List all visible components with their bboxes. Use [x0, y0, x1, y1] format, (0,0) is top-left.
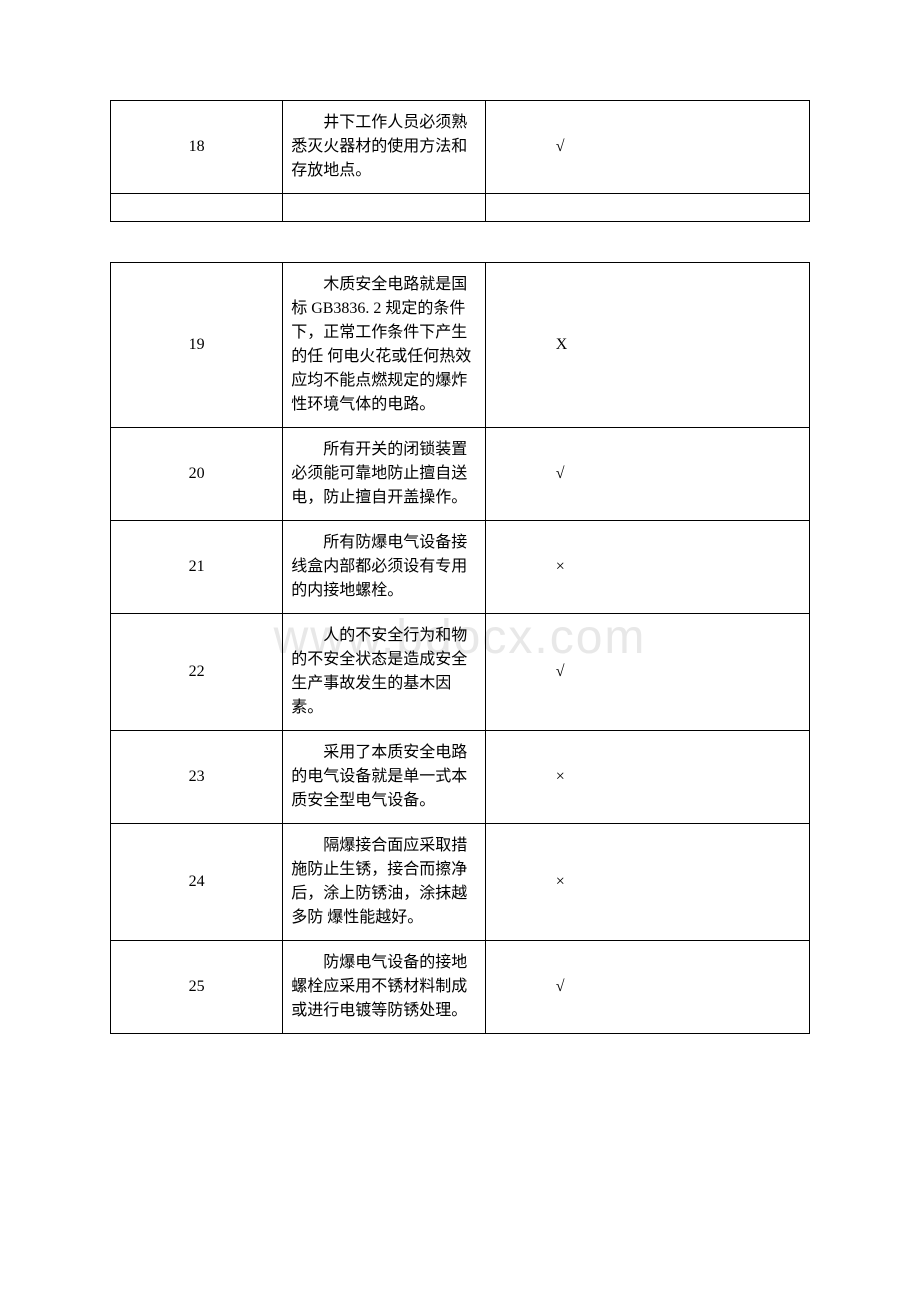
- row-number: 23: [111, 731, 283, 824]
- row-content: 防爆电气设备的接地螺栓应采用不锈材料制成或进行电镀等防锈处理。: [283, 941, 486, 1034]
- row-content: 隔爆接合面应采取措施防止生锈，接合而擦净后，涂上防锈油，涂抹越多防 爆性能越好。: [283, 824, 486, 941]
- row-answer: X: [485, 263, 809, 428]
- table-2-body: 19 木质安全电路就是国标 GB3836. 2 规定的条件下，正常工作条件下产生…: [111, 263, 810, 1034]
- row-answer: √: [485, 101, 809, 194]
- table-2: 19 木质安全电路就是国标 GB3836. 2 规定的条件下，正常工作条件下产生…: [110, 262, 810, 1034]
- row-answer: √: [485, 614, 809, 731]
- row-number: 22: [111, 614, 283, 731]
- row-number: 24: [111, 824, 283, 941]
- table-1: 18 井下工作人员必须熟悉灭火器材的使用方法和存放地点。√: [110, 100, 810, 222]
- row-answer: √: [485, 941, 809, 1034]
- empty-cell: [283, 194, 486, 222]
- table-row: 23 采用了本质安全电路的电气设备就是单一式本质安全型电气设备。×: [111, 731, 810, 824]
- table-row: 22 人的不安全行为和物的不安全状态是造成安全生产事故发生的基木因素。√: [111, 614, 810, 731]
- row-answer: ×: [485, 824, 809, 941]
- table-row-empty: [111, 194, 810, 222]
- table-row: 19 木质安全电路就是国标 GB3836. 2 规定的条件下，正常工作条件下产生…: [111, 263, 810, 428]
- empty-cell: [485, 194, 809, 222]
- table-row: 18 井下工作人员必须熟悉灭火器材的使用方法和存放地点。√: [111, 101, 810, 194]
- row-number: 18: [111, 101, 283, 194]
- row-content: 采用了本质安全电路的电气设备就是单一式本质安全型电气设备。: [283, 731, 486, 824]
- row-content: 井下工作人员必须熟悉灭火器材的使用方法和存放地点。: [283, 101, 486, 194]
- row-content: 木质安全电路就是国标 GB3836. 2 规定的条件下，正常工作条件下产生的任 …: [283, 263, 486, 428]
- table-row: 21 所有防爆电气设备接线盒内部都必须设有专用的内接地螺栓。×: [111, 521, 810, 614]
- table-row: 24 隔爆接合面应采取措施防止生锈，接合而擦净后，涂上防锈油，涂抹越多防 爆性能…: [111, 824, 810, 941]
- row-number: 19: [111, 263, 283, 428]
- row-content: 人的不安全行为和物的不安全状态是造成安全生产事故发生的基木因素。: [283, 614, 486, 731]
- row-answer: √: [485, 428, 809, 521]
- row-number: 20: [111, 428, 283, 521]
- row-content: 所有防爆电气设备接线盒内部都必须设有专用的内接地螺栓。: [283, 521, 486, 614]
- row-number: 25: [111, 941, 283, 1034]
- table-gap: [110, 222, 810, 262]
- row-answer: ×: [485, 731, 809, 824]
- table-1-body: 18 井下工作人员必须熟悉灭火器材的使用方法和存放地点。√: [111, 101, 810, 222]
- table-row: 25 防爆电气设备的接地螺栓应采用不锈材料制成或进行电镀等防锈处理。√: [111, 941, 810, 1034]
- row-answer: ×: [485, 521, 809, 614]
- table-row: 20 所有开关的闭锁装置必须能可靠地防止擅自送电，防止擅自开盖操作。√: [111, 428, 810, 521]
- row-content: 所有开关的闭锁装置必须能可靠地防止擅自送电，防止擅自开盖操作。: [283, 428, 486, 521]
- empty-cell: [111, 194, 283, 222]
- row-number: 21: [111, 521, 283, 614]
